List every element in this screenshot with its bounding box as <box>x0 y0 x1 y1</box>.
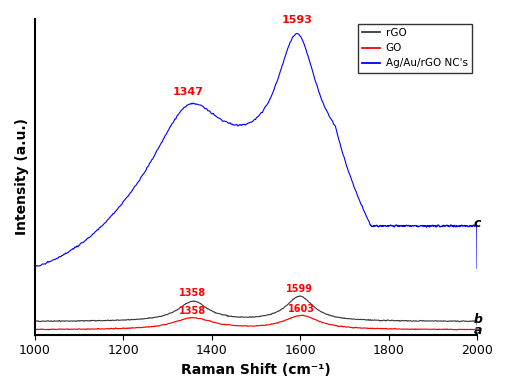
Text: 1358: 1358 <box>179 307 207 316</box>
Text: 1599: 1599 <box>286 283 313 294</box>
Text: b: b <box>474 313 483 326</box>
Text: 1593: 1593 <box>281 15 312 25</box>
Legend: rGO, GO, Ag/Au/rGO NC's: rGO, GO, Ag/Au/rGO NC's <box>358 24 472 73</box>
Y-axis label: Intensity (a.u.): Intensity (a.u.) <box>15 118 29 235</box>
Text: 1358: 1358 <box>179 289 207 298</box>
Text: 1603: 1603 <box>288 304 315 314</box>
Text: a: a <box>474 324 482 337</box>
Text: c: c <box>474 218 482 230</box>
X-axis label: Raman Shift (cm⁻¹): Raman Shift (cm⁻¹) <box>181 363 331 377</box>
Text: 1347: 1347 <box>173 87 204 96</box>
